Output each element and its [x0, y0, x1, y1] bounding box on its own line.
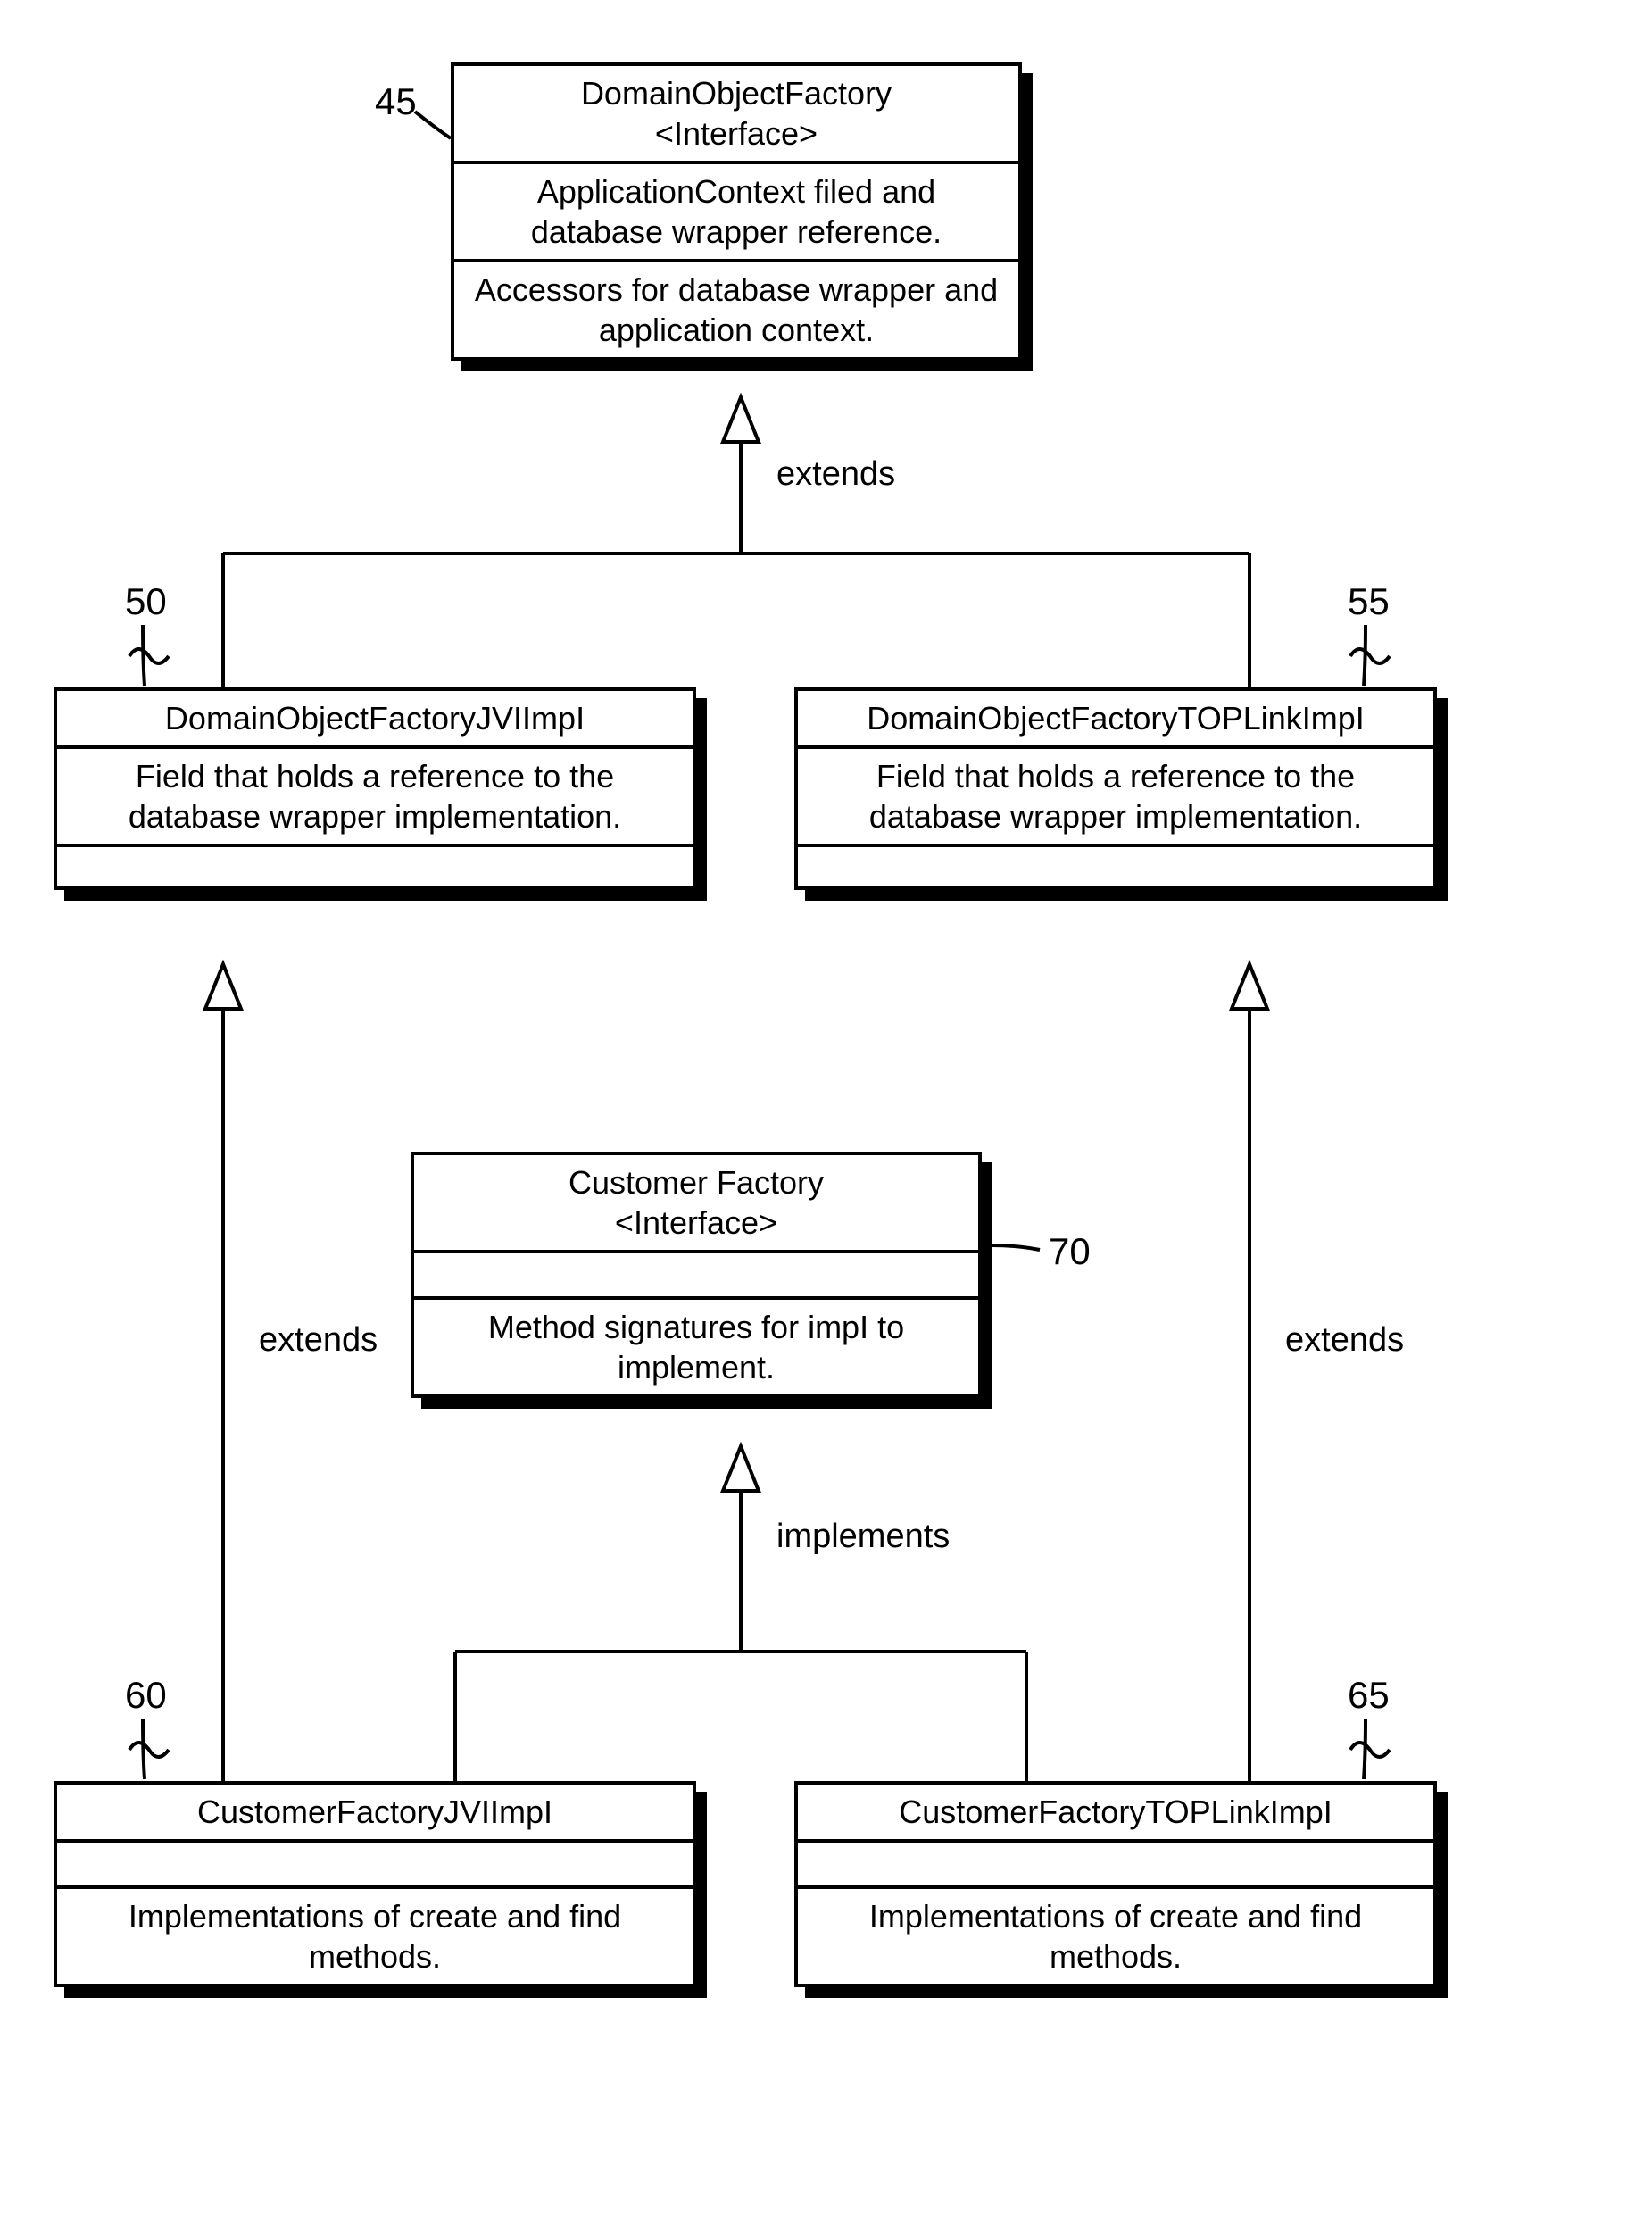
box-attr-section: [57, 1843, 693, 1889]
box-attr-section: [414, 1253, 978, 1300]
title-text: CustomerFactoryTOPLinkImpI: [899, 1793, 1332, 1830]
box-attr-section: Field that holds a reference to the data…: [798, 749, 1433, 847]
box-domain-object-factory: DomainObjectFactory <Interface> Applicat…: [451, 62, 1022, 361]
box-title-section: DomainObjectFactory <Interface>: [454, 66, 1018, 164]
stereotype-text: <Interface>: [655, 115, 818, 152]
title-text: DomainObjectFactory: [581, 75, 892, 112]
ops-text: Method signatures for impI to implement.: [488, 1309, 904, 1386]
ref-50: 50: [125, 580, 167, 623]
ops-text: Implementations of create and find metho…: [869, 1898, 1362, 1975]
ref-70-text: 70: [1049, 1230, 1091, 1272]
box-title-section: DomainObjectFactoryTOPLinkImpI: [798, 691, 1433, 749]
ref-60: 60: [125, 1674, 167, 1717]
ref-45-text: 45: [375, 80, 417, 122]
box-attr-section: ApplicationContext filed and database wr…: [454, 164, 1018, 262]
box-title-section: CustomerFactoryJVIImpI: [57, 1785, 693, 1843]
title-text: DomainObjectFactoryJVIImpI: [165, 700, 585, 737]
ref-50-text: 50: [125, 580, 167, 622]
box-ops-section: [798, 847, 1433, 886]
edge-extends-right: extends: [1285, 1321, 1404, 1360]
title-text: CustomerFactoryJVIImpI: [197, 1793, 552, 1830]
box-title-section: CustomerFactoryTOPLinkImpI: [798, 1785, 1433, 1843]
ops-text: Implementations of create and find metho…: [129, 1898, 621, 1975]
ops-text: Accessors for database wrapper and appli…: [475, 271, 998, 348]
box-domain-object-factory-toplink: DomainObjectFactoryTOPLinkImpI Field tha…: [794, 687, 1437, 890]
title-text: DomainObjectFactoryTOPLinkImpI: [867, 700, 1365, 737]
box-customer-factory: Customer Factory <Interface> Method sign…: [411, 1152, 982, 1398]
edge-extends-top: extends: [776, 455, 895, 494]
attr-text: Field that holds a reference to the data…: [129, 758, 621, 835]
ref-60-text: 60: [125, 1674, 167, 1716]
box-attr-section: [798, 1843, 1433, 1889]
ref-70: 70: [1049, 1230, 1091, 1273]
box-ops-section: Method signatures for impI to implement.: [414, 1300, 978, 1394]
box-title-section: DomainObjectFactoryJVIImpI: [57, 691, 693, 749]
title-text: Customer Factory: [569, 1164, 824, 1201]
edge-implements: implements: [776, 1518, 950, 1556]
ref-65: 65: [1348, 1674, 1390, 1717]
box-ops-section: Implementations of create and find metho…: [57, 1889, 693, 1984]
ref-45: 45: [375, 80, 417, 123]
stereotype-text: <Interface>: [615, 1204, 777, 1241]
ref-55: 55: [1348, 580, 1390, 623]
box-ops-section: Accessors for database wrapper and appli…: [454, 262, 1018, 357]
box-title-section: Customer Factory <Interface>: [414, 1155, 978, 1253]
attr-text: ApplicationContext filed and database wr…: [531, 173, 942, 250]
box-attr-section: Field that holds a reference to the data…: [57, 749, 693, 847]
ref-55-text: 55: [1348, 580, 1390, 622]
box-domain-object-factory-jvi: DomainObjectFactoryJVIImpI Field that ho…: [54, 687, 696, 890]
attr-text: Field that holds a reference to the data…: [869, 758, 1362, 835]
box-customer-factory-jvi: CustomerFactoryJVIImpI Implementations o…: [54, 1781, 696, 1987]
box-ops-section: [57, 847, 693, 886]
box-ops-section: Implementations of create and find metho…: [798, 1889, 1433, 1984]
ref-65-text: 65: [1348, 1674, 1390, 1716]
edge-extends-left: extends: [259, 1321, 378, 1360]
box-customer-factory-toplink: CustomerFactoryTOPLinkImpI Implementatio…: [794, 1781, 1437, 1987]
